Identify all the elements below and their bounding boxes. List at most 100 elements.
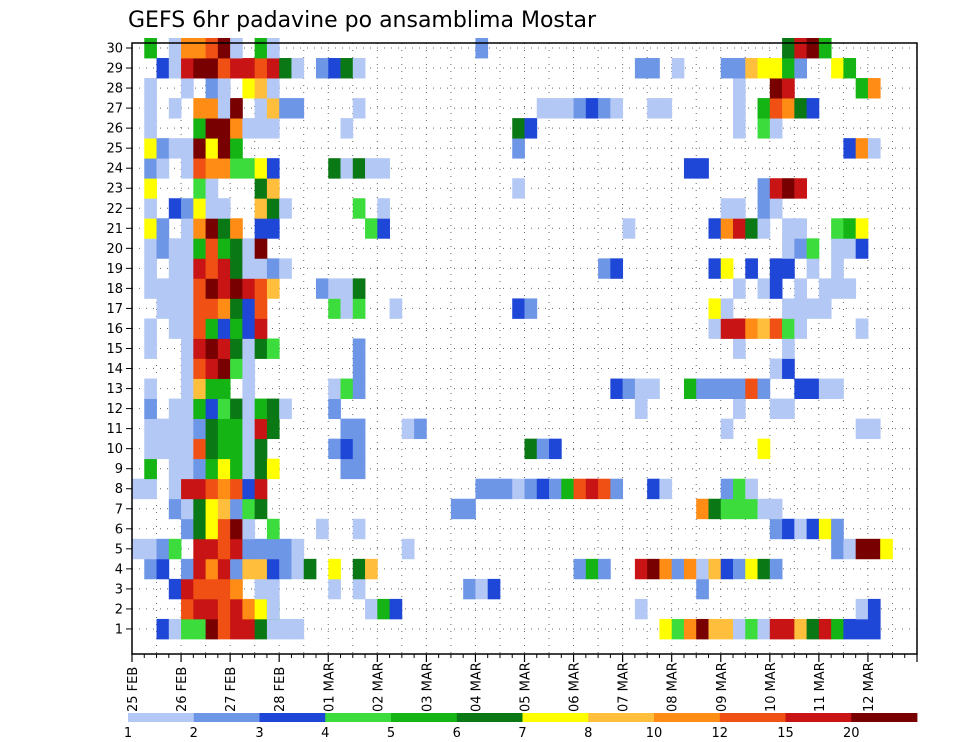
heatmap-cell bbox=[181, 138, 194, 159]
heatmap-cell bbox=[475, 478, 489, 500]
heatmap-cell bbox=[585, 98, 599, 119]
heatmap-cell bbox=[181, 358, 194, 379]
heatmap-cell bbox=[352, 58, 366, 79]
heatmap-cell bbox=[254, 118, 268, 139]
heatmap-cell bbox=[794, 37, 808, 59]
colorbar-swatch bbox=[391, 713, 458, 722]
heatmap-cell bbox=[156, 438, 170, 460]
heatmap-cell bbox=[266, 118, 280, 139]
heatmap-cell bbox=[818, 518, 832, 540]
heatmap-cell bbox=[279, 98, 292, 119]
heatmap-cell bbox=[205, 138, 219, 159]
heatmap-cell bbox=[230, 598, 243, 620]
heatmap-cell bbox=[782, 58, 795, 79]
heatmap-cell bbox=[524, 118, 538, 139]
heatmap-cell bbox=[266, 618, 280, 640]
heatmap-cell bbox=[181, 598, 194, 620]
colorbar-swatch bbox=[522, 713, 589, 722]
heatmap-cell bbox=[230, 298, 243, 319]
heatmap-cell bbox=[794, 98, 808, 119]
heatmap-cell bbox=[144, 178, 157, 199]
heatmap-cell bbox=[193, 458, 206, 480]
x-tick-label: 12 MAR bbox=[862, 662, 877, 712]
heatmap-cell bbox=[340, 458, 354, 480]
heatmap-cell bbox=[573, 478, 587, 500]
heatmap-cell bbox=[794, 298, 808, 319]
heatmap-cell bbox=[831, 538, 844, 560]
heatmap-cell bbox=[181, 458, 194, 480]
heatmap-cell bbox=[266, 218, 280, 239]
heatmap-cell bbox=[843, 58, 857, 79]
heatmap-cell bbox=[855, 318, 869, 339]
y-tick-label: 27 bbox=[106, 102, 123, 117]
heatmap-cell bbox=[671, 558, 685, 580]
heatmap-cell bbox=[193, 478, 206, 500]
heatmap-cell bbox=[230, 398, 243, 420]
heatmap-cell bbox=[217, 498, 231, 520]
heatmap-cell bbox=[168, 498, 182, 520]
heatmap-cell bbox=[315, 518, 329, 540]
heatmap-cell bbox=[671, 618, 685, 640]
heatmap-cell bbox=[266, 198, 280, 219]
heatmap-cell bbox=[328, 378, 341, 399]
heatmap-cell bbox=[818, 618, 832, 640]
heatmap-cell bbox=[217, 318, 231, 339]
heatmap-cell bbox=[193, 198, 206, 219]
heatmap-cell bbox=[217, 158, 231, 179]
heatmap-cell bbox=[794, 618, 808, 640]
x-tick-label: 10 MAR bbox=[764, 662, 779, 712]
heatmap-cell bbox=[352, 378, 366, 399]
heatmap-cell bbox=[217, 218, 231, 239]
heatmap-cell bbox=[818, 278, 832, 299]
y-axis-ticks: 1234567891011121314151617181920212223242… bbox=[106, 42, 132, 637]
heatmap-cell bbox=[254, 578, 268, 600]
heatmap-cell bbox=[144, 218, 157, 239]
heatmap-cell bbox=[720, 498, 734, 520]
heatmap-cell bbox=[659, 478, 673, 500]
heatmap-cell bbox=[867, 418, 881, 440]
y-tick-label: 3 bbox=[115, 582, 123, 597]
heatmap-cell bbox=[230, 538, 243, 560]
heatmap-cell bbox=[524, 478, 538, 500]
colorbar-label: 10 bbox=[646, 726, 663, 741]
y-tick-label: 14 bbox=[106, 362, 123, 377]
y-tick-label: 12 bbox=[106, 402, 123, 417]
heatmap-cell bbox=[230, 278, 243, 299]
heatmap-cell bbox=[867, 598, 881, 620]
heatmap-cell bbox=[193, 138, 206, 159]
heatmap-cell bbox=[181, 78, 194, 99]
heatmap-cell bbox=[573, 98, 587, 119]
heatmap-cell bbox=[144, 238, 157, 259]
heatmap-cell bbox=[757, 438, 771, 460]
heatmap-cell bbox=[769, 318, 783, 339]
heatmap-cell bbox=[205, 338, 219, 359]
heatmap-cell bbox=[217, 398, 231, 420]
heatmap-cell bbox=[622, 218, 636, 239]
heatmap-cell bbox=[230, 558, 243, 580]
heatmap-cell bbox=[352, 98, 366, 119]
heatmap-cell bbox=[733, 198, 746, 219]
heatmap-cell bbox=[769, 198, 783, 219]
y-tick-label: 9 bbox=[115, 462, 123, 477]
heatmap-cell bbox=[181, 578, 194, 600]
heatmap-cell bbox=[266, 578, 280, 600]
heatmap-cell bbox=[818, 378, 832, 399]
heatmap-cell bbox=[818, 298, 832, 319]
heatmap-cell bbox=[156, 618, 170, 640]
heatmap-cell bbox=[132, 538, 145, 560]
heatmap-cell bbox=[794, 58, 808, 79]
heatmap-cell bbox=[634, 378, 648, 399]
heatmap-cell bbox=[230, 358, 243, 379]
heatmap-cell bbox=[205, 378, 219, 399]
heatmap-cell bbox=[144, 158, 157, 179]
heatmap-cell bbox=[217, 198, 231, 219]
heatmap-cell bbox=[757, 198, 771, 219]
heatmap-cell bbox=[144, 258, 157, 279]
heatmap-cell bbox=[757, 178, 771, 199]
heatmap-cell bbox=[782, 258, 795, 279]
heatmap-cell bbox=[266, 58, 280, 79]
y-tick-label: 1 bbox=[115, 622, 123, 637]
heatmap-cell bbox=[647, 378, 660, 399]
heatmap-cell bbox=[266, 458, 280, 480]
heatmap-cell bbox=[315, 58, 329, 79]
